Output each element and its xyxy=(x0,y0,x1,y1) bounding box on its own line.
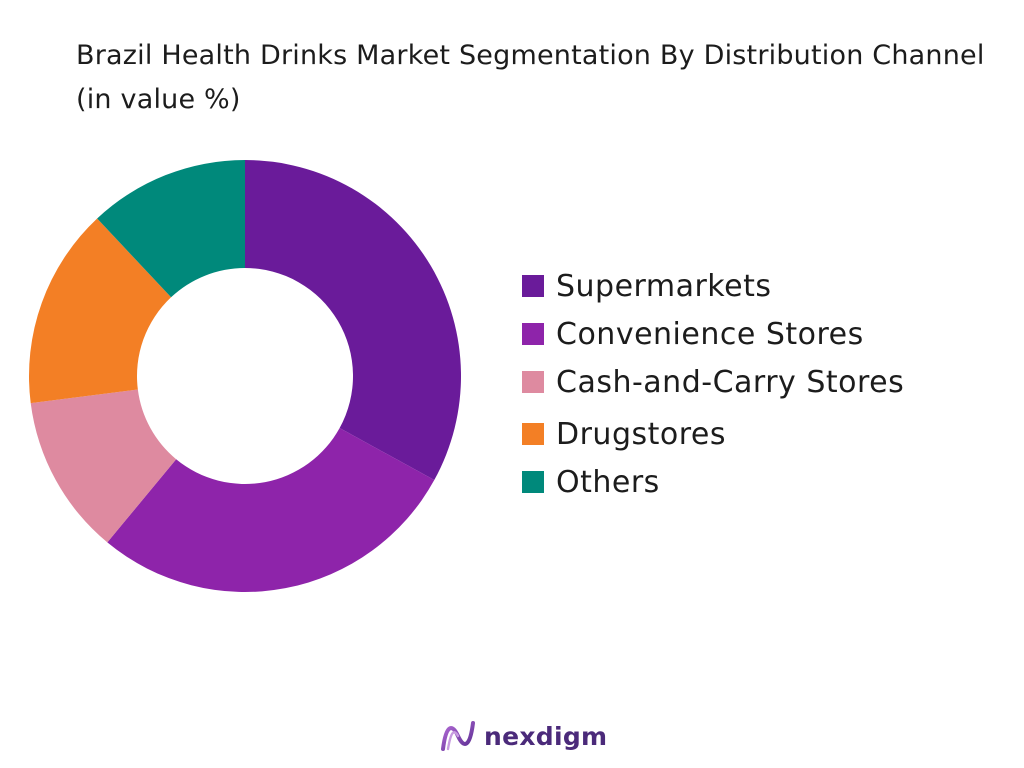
brand-footer: nexdigm xyxy=(440,716,607,756)
legend-swatch xyxy=(522,371,544,393)
chart-legend: Supermarkets Convenience Stores Cash-and… xyxy=(522,262,904,506)
donut-slice-supermarkets xyxy=(245,160,462,481)
legend-swatch xyxy=(522,471,544,493)
donut-slice-convenience-stores xyxy=(107,428,435,592)
legend-label: Supermarkets xyxy=(556,268,772,304)
legend-item: Drugstores xyxy=(522,410,904,458)
legend-swatch xyxy=(522,423,544,445)
legend-label: Cash-and-Carry Stores xyxy=(556,364,905,400)
legend-item: Others xyxy=(522,458,904,506)
legend-item: Cash-and-Carry Stores xyxy=(522,358,904,406)
legend-swatch xyxy=(522,275,544,297)
legend-item: Convenience Stores xyxy=(522,310,904,358)
chart-title: Brazil Health Drinks Market Segmentation… xyxy=(76,40,985,115)
legend-swatch xyxy=(522,323,544,345)
legend-label: Convenience Stores xyxy=(556,316,864,352)
brand-name: nexdigm xyxy=(484,721,608,751)
legend-label: Drugstores xyxy=(556,416,726,452)
legend-item: Supermarkets xyxy=(522,262,904,310)
legend-label: Others xyxy=(556,464,660,500)
nexdigm-logo-icon xyxy=(441,721,475,751)
donut-slice-drugstores xyxy=(28,218,172,404)
donut-slice-others xyxy=(97,160,246,298)
donut-slice-cash-and-carry-stores xyxy=(30,389,177,543)
